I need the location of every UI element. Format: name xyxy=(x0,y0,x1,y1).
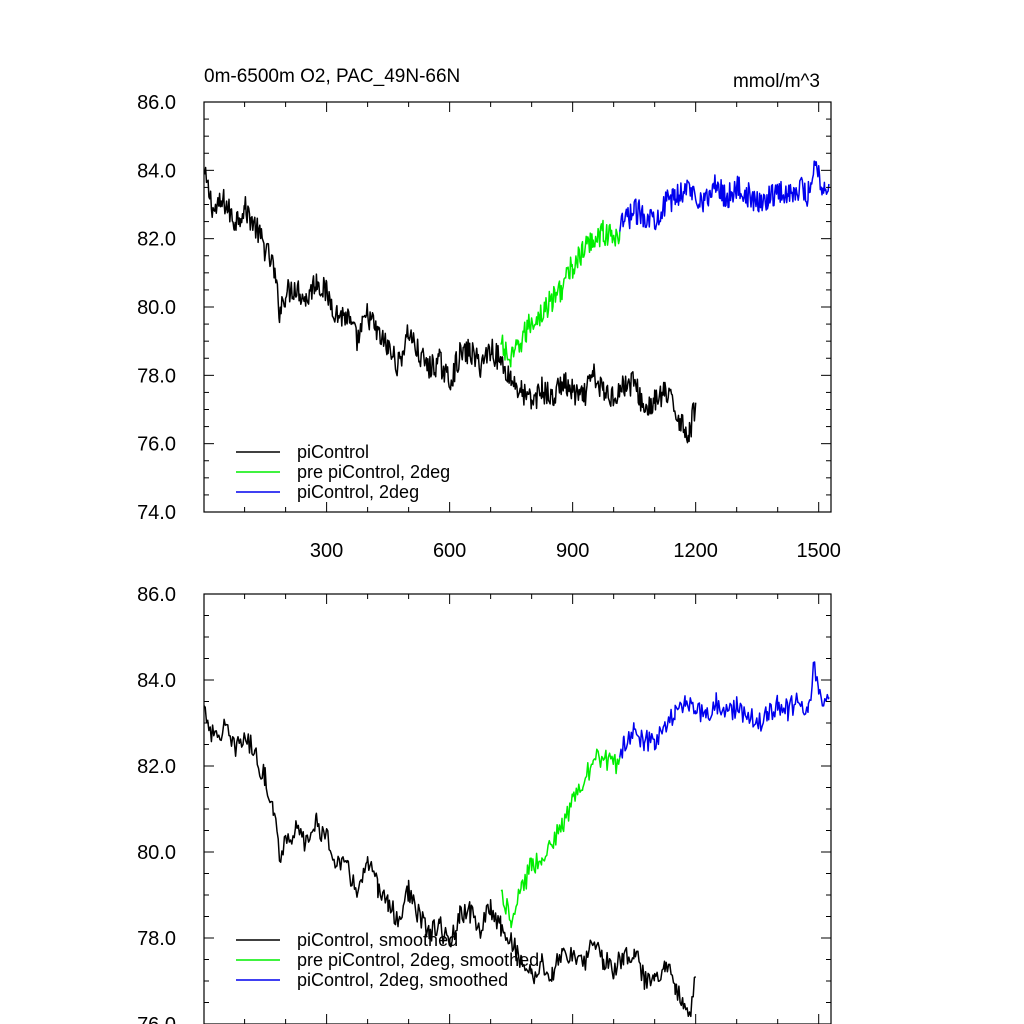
y-tick-label: 80.0 xyxy=(137,842,176,864)
y-tick-label: 84.0 xyxy=(137,160,176,182)
series-line xyxy=(500,748,621,929)
series-line xyxy=(500,219,621,368)
y-tick-label: 76.0 xyxy=(137,434,176,456)
series-line xyxy=(619,160,830,232)
bottom-panel: 76.0 78.0 80.0 82.0 84.0 86.0 piControl, smoo… xyxy=(137,584,832,1024)
x-tick-label: 1200 xyxy=(673,540,718,562)
series-line xyxy=(203,705,697,1018)
legend-label: pre piControl, 2deg xyxy=(297,462,450,482)
x-tick-label: 600 xyxy=(433,540,466,562)
bottom-plot-frame xyxy=(203,593,832,1024)
top-plot-frame xyxy=(203,101,832,513)
y-tick-label: 82.0 xyxy=(137,756,176,778)
top-panel: 0m-6500m O2, PAC_49N-66N mmol/m^3 300 600… xyxy=(137,66,841,562)
legend-label: piControl, 2deg, smoothed xyxy=(297,970,508,990)
y-tick-label: 84.0 xyxy=(137,670,176,692)
legend-label: pre piControl, 2deg, smoothed xyxy=(297,950,539,970)
y-tick-label: 74.0 xyxy=(137,502,176,524)
y-tick-label: 76.0 xyxy=(137,1014,176,1024)
y-tick-label: 82.0 xyxy=(137,229,176,251)
x-tick-label: 900 xyxy=(556,540,589,562)
x-tick-label: 300 xyxy=(310,540,343,562)
top-series-group xyxy=(204,160,830,444)
bottom-series-group xyxy=(203,661,830,1018)
chart-title: 0m-6500m O2, PAC_49N-66N xyxy=(204,66,460,87)
y-tick-label: 86.0 xyxy=(137,92,176,114)
series-line xyxy=(619,661,830,759)
y-tick-label: 80.0 xyxy=(137,297,176,319)
x-tick-label: 1500 xyxy=(796,540,841,562)
legend-label: piControl xyxy=(297,442,369,462)
legend-label: piControl, smoothed xyxy=(297,930,458,950)
bottom-axes-group: 76.0 78.0 80.0 82.0 84.0 86.0 xyxy=(137,584,831,1024)
y-tick-label: 78.0 xyxy=(137,928,176,950)
y-tick-label: 78.0 xyxy=(137,365,176,387)
units-label: mmol/m^3 xyxy=(733,71,820,92)
top-axes-group: 300 600 900 1200 1500 74.0 76.0 78.0 80.0 82.0 84.… xyxy=(137,92,841,562)
legend-label: piControl, 2deg xyxy=(297,482,419,502)
y-tick-label: 86.0 xyxy=(137,584,176,606)
series-line xyxy=(204,166,697,444)
